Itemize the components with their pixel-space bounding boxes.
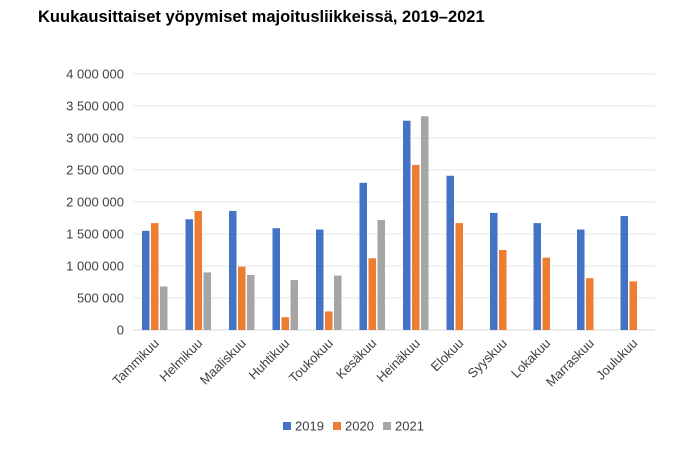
bar-2020 [368, 258, 376, 330]
y-tick-label: 3 500 000 [66, 99, 124, 114]
bar-2019 [142, 230, 150, 330]
bar-2020 [151, 223, 159, 330]
y-tick-label: 3 000 000 [66, 131, 124, 146]
x-tick-label: Marraskuu [543, 336, 597, 390]
bar-2019 [185, 219, 193, 330]
bar-2021 [203, 272, 211, 330]
bar-2020 [499, 250, 507, 330]
bar-2020 [542, 257, 550, 330]
bar-2019 [359, 182, 367, 330]
bar-2020 [412, 164, 420, 330]
legend-label: 2020 [345, 419, 374, 434]
legend-swatch [333, 422, 341, 430]
x-tick-label: Toukokuu [286, 336, 336, 386]
x-tick-label: Tammikuu [109, 336, 162, 389]
y-tick-label: 4 000 000 [66, 67, 124, 82]
y-tick-label: 2 000 000 [66, 195, 124, 210]
legend-label: 2021 [395, 419, 424, 434]
legend-swatch [383, 422, 391, 430]
x-tick-label: Elokuu [428, 336, 467, 375]
x-tick-label: Joulukuu [593, 336, 640, 383]
y-tick-label: 0 [117, 323, 124, 338]
bar-2020 [586, 278, 594, 330]
bar-2020 [629, 281, 637, 330]
bar-2021 [160, 286, 168, 330]
y-tick-label: 2 500 000 [66, 163, 124, 178]
bar-2021 [421, 116, 429, 331]
x-tick-label: Heinäkuu [373, 336, 422, 385]
bar-2020 [281, 317, 289, 330]
chart-title: Kuukausittaiset yöpymiset majoitusliikke… [38, 8, 485, 26]
x-tick-label: Syyskuu [465, 336, 510, 381]
bar-2021 [377, 219, 385, 330]
bar-2019 [403, 120, 411, 330]
x-tick-label: Maaliskuu [197, 336, 249, 388]
bar-2019 [490, 212, 498, 330]
bar-2019 [272, 228, 280, 330]
bar-2019 [577, 229, 585, 330]
bar-2020 [238, 266, 246, 330]
y-tick-label: 1 000 000 [66, 259, 124, 274]
bar-2019 [446, 175, 454, 330]
bar-2020 [194, 210, 202, 330]
bar-2021 [334, 275, 342, 330]
bar-2021 [247, 274, 255, 330]
bar-2019 [533, 223, 541, 330]
y-tick-label: 500 000 [77, 291, 124, 306]
y-tick-label: 1 500 000 [66, 227, 124, 242]
x-tick-label: Kesäkuu [333, 336, 379, 382]
legend-swatch [283, 422, 291, 430]
bar-2019 [229, 210, 237, 330]
bar-2020 [325, 311, 333, 330]
legend-label: 2019 [295, 419, 324, 434]
bar-2021 [290, 280, 298, 330]
bar-2019 [620, 216, 628, 330]
bar-2019 [316, 229, 324, 330]
bar-2020 [455, 223, 463, 330]
